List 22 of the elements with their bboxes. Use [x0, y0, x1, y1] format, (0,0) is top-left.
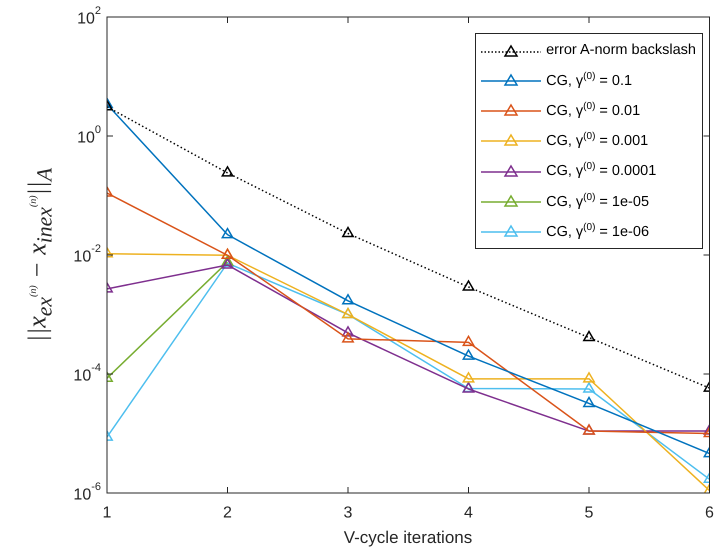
x-tick-label: 4 [464, 504, 474, 522]
point [342, 332, 354, 343]
legend-label: CG, γ$^{(0)}$ = 0.0001 [546, 160, 656, 182]
x-tick-label: 6 [705, 504, 714, 522]
legend-label: error A-norm backslash [546, 41, 696, 60]
x-tick-label: 3 [344, 504, 353, 522]
point [462, 280, 474, 291]
point [342, 326, 354, 337]
legend-label: CG, γ$^{(0)}$ = 1e-06 [546, 221, 650, 242]
point [342, 294, 354, 305]
point [462, 336, 474, 346]
x-axis-title: V-cycle iterations [344, 528, 472, 548]
x-tick-label: 1 [102, 504, 112, 522]
legend-label: CG, γ$^{(0)}$ = 0.1 [546, 70, 632, 90]
legend-label: CG, γ$^{(0)}$ = 1e-05 [546, 190, 650, 212]
legend-label: CG, γ$^{(0)}$ = 0.001 [546, 130, 648, 151]
x-tick-label: 2 [223, 504, 232, 522]
point [462, 349, 474, 360]
point [462, 372, 474, 383]
x-tick-label: 5 [584, 504, 594, 522]
point [342, 226, 354, 238]
legend-label: CG, γ$^{(0)}$ = 0.01 [546, 100, 640, 121]
